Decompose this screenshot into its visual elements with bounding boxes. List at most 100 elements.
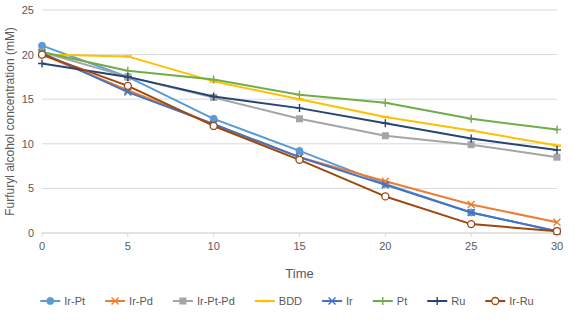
point	[554, 228, 561, 235]
series	[39, 42, 561, 235]
point	[382, 132, 389, 139]
series	[38, 48, 561, 134]
x-tick	[127, 233, 128, 237]
point	[124, 55, 132, 57]
legend-label: Ir-Pt-Pd	[197, 295, 235, 307]
x-tick	[42, 233, 43, 237]
legend-item: Ru	[427, 295, 465, 307]
point	[210, 76, 218, 84]
point	[39, 51, 46, 58]
point	[296, 115, 303, 122]
series-line	[42, 46, 557, 232]
y-tick-label: 0	[28, 227, 34, 239]
series	[39, 51, 561, 226]
point	[296, 156, 303, 163]
y-tick-label: 20	[22, 49, 34, 61]
point	[382, 181, 389, 188]
y-tick-label: 10	[22, 138, 34, 150]
x-tick	[299, 233, 300, 237]
x-tick-label: 10	[208, 240, 220, 252]
x-tick-label: 0	[39, 240, 45, 252]
y-axis-title: Furfuryl alcohol concentration (mM)	[3, 27, 17, 216]
x-tick-label: 30	[551, 240, 563, 252]
point	[467, 115, 475, 123]
grid-line	[42, 10, 557, 11]
point	[296, 91, 304, 99]
legend-label: BDD	[279, 295, 302, 307]
legend-marker	[47, 298, 54, 305]
legend-marker	[329, 298, 336, 305]
point	[381, 116, 389, 118]
grid-line	[42, 143, 557, 144]
series	[39, 49, 561, 234]
point	[382, 193, 389, 200]
legend-marker	[179, 298, 186, 305]
point	[554, 154, 561, 161]
legend-marker	[112, 298, 119, 305]
legend-label: Ru	[451, 295, 465, 307]
plot-area	[38, 42, 561, 235]
legend-marker	[433, 297, 441, 305]
point	[468, 209, 475, 216]
point	[210, 122, 217, 129]
y-tick-label: 15	[22, 93, 34, 105]
point	[124, 82, 131, 89]
y-tick-label: 5	[28, 182, 34, 194]
point	[124, 73, 131, 80]
y-tick-label: 25	[22, 4, 34, 16]
point	[381, 119, 389, 127]
legend-label: Ir	[346, 295, 353, 307]
point	[296, 147, 303, 154]
point	[467, 129, 475, 131]
legend-item: Pt	[373, 295, 407, 307]
legend-line	[255, 300, 275, 302]
point	[467, 134, 475, 142]
point	[124, 73, 131, 80]
series-line	[42, 52, 557, 157]
series	[39, 48, 561, 160]
series-line	[42, 55, 557, 223]
grid-line	[42, 54, 557, 55]
x-tick	[385, 233, 386, 237]
point	[468, 201, 475, 208]
x-tick-label: 25	[465, 240, 477, 252]
series-line	[42, 55, 557, 232]
legend-item: BDD	[255, 295, 302, 307]
series-line	[42, 53, 557, 231]
legend: Ir-Pt Ir-Pd Ir-Pt-Pd BDD Ir Pt Ru Ir-Ru	[40, 295, 533, 307]
x-tick-label: 20	[379, 240, 391, 252]
grid-line	[42, 188, 557, 189]
point	[554, 228, 561, 235]
legend-item: Ir	[322, 295, 353, 307]
point	[124, 73, 132, 81]
point	[296, 104, 304, 112]
legend-label: Ir-Ru	[509, 295, 533, 307]
point	[553, 126, 561, 134]
series-line	[42, 52, 557, 130]
legend-marker	[379, 297, 387, 305]
point	[381, 99, 389, 107]
legend-label: Ir-Pd	[129, 295, 153, 307]
x-tick-label: 5	[125, 240, 131, 252]
legend-item: Ir-Pd	[105, 295, 153, 307]
x-axis-title: Time	[285, 266, 313, 281]
series	[38, 60, 561, 155]
grid-line	[42, 99, 557, 100]
point	[468, 221, 475, 228]
point	[554, 219, 561, 226]
point	[38, 60, 46, 68]
point	[553, 146, 561, 154]
series-line	[42, 64, 557, 151]
legend-item: Ir-Pt	[40, 295, 85, 307]
x-tick-label: 15	[293, 240, 305, 252]
legend-marker	[492, 298, 499, 305]
legend-item: Ir-Ru	[485, 295, 533, 307]
series	[39, 51, 561, 235]
legend-label: Ir-Pt	[64, 295, 85, 307]
legend-item: Ir-Pt-Pd	[173, 295, 235, 307]
legend-marker	[261, 300, 269, 302]
chart: 0 5 10 15 20 25 0 5 10 15 20 25 30 Time Furfuryl alcoh…	[0, 0, 574, 322]
legend-label: Pt	[397, 295, 407, 307]
x-tick	[213, 233, 214, 237]
point	[39, 51, 46, 58]
